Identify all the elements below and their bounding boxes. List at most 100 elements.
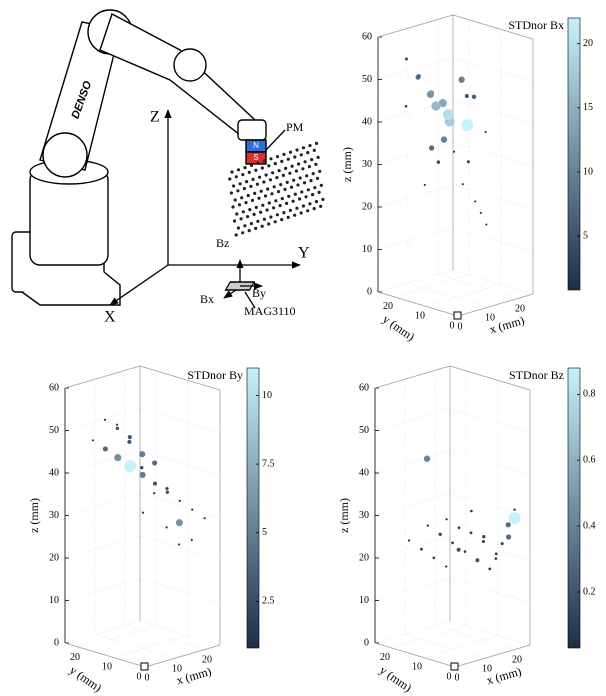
z-tick-label: 30	[359, 510, 369, 521]
y-grid-line	[80, 625, 157, 649]
position-dot	[299, 153, 303, 157]
point	[505, 522, 511, 528]
position-dot	[238, 182, 242, 186]
colorbar	[567, 367, 581, 649]
z-grid-line	[64, 535, 141, 559]
point	[428, 145, 435, 151]
position-dot	[246, 215, 250, 219]
position-dot	[274, 199, 278, 203]
box-edge	[139, 365, 221, 391]
z-grid-line	[452, 269, 534, 295]
bz-label: Bz	[216, 236, 229, 250]
position-dot	[233, 219, 237, 223]
z-tick-label: 40	[359, 467, 369, 478]
point	[177, 543, 181, 546]
position-dot	[260, 224, 264, 228]
colorbar-tick-label: 7.5	[262, 458, 275, 469]
box-edge	[64, 365, 141, 389]
z-grid-line	[374, 493, 451, 516]
point	[479, 211, 482, 214]
x-tick-label: 20	[202, 655, 212, 666]
z-grid-line	[449, 535, 531, 561]
position-dot	[304, 195, 308, 199]
z-grid-line	[64, 450, 141, 474]
point	[461, 119, 474, 132]
chart-title: STDnor Bx	[508, 18, 564, 32]
z-grid-line	[64, 578, 141, 601]
position-dot	[273, 220, 277, 224]
position-dot	[288, 150, 293, 154]
point	[426, 524, 429, 527]
z-grid-line	[139, 535, 221, 561]
position-dot	[298, 197, 302, 201]
point	[127, 439, 132, 444]
position-dot	[246, 194, 250, 198]
position-dot	[309, 179, 313, 183]
point	[432, 556, 436, 560]
point	[466, 160, 470, 164]
position-dot	[243, 166, 247, 170]
position-dot	[232, 184, 236, 188]
point	[451, 541, 455, 545]
point	[139, 471, 146, 478]
position-dot	[301, 167, 305, 171]
point	[488, 567, 492, 571]
z-grid-line	[139, 620, 221, 646]
box-edge	[374, 642, 456, 668]
z-axis-title: z (mm)	[340, 147, 354, 182]
position-dot	[301, 204, 305, 208]
point	[404, 105, 408, 108]
y-grid-line	[390, 625, 467, 649]
colorbar-tick-label: 5	[583, 230, 588, 241]
position-dot	[314, 141, 319, 145]
position-dot	[270, 192, 274, 196]
x-tick-label: 10	[172, 663, 182, 674]
position-dot	[228, 177, 232, 181]
position-dot	[259, 189, 263, 193]
sensor-cube	[140, 662, 149, 671]
z-tick-label: 10	[362, 244, 372, 255]
y-tick-label: 10	[412, 662, 422, 673]
position-dot	[306, 188, 310, 192]
z-grid-line	[377, 57, 454, 80]
box-edge	[454, 644, 531, 668]
z-grid-line	[374, 578, 451, 601]
position-dot	[314, 200, 318, 204]
z-grid-line	[377, 269, 454, 293]
position-dot	[271, 171, 275, 175]
point	[452, 150, 456, 153]
point	[415, 74, 421, 80]
position-dot	[293, 213, 297, 217]
position-dot	[236, 189, 240, 193]
point	[470, 509, 473, 513]
position-dot	[307, 165, 311, 169]
position-dot	[260, 166, 264, 170]
z-tick-label: 50	[362, 74, 372, 85]
position-dot	[316, 155, 320, 159]
position-dot	[265, 208, 269, 212]
z-tick-label: 40	[49, 467, 59, 478]
x-tick-label: 0	[455, 672, 460, 683]
position-dot	[278, 204, 282, 208]
point	[165, 490, 169, 494]
x-grid-line	[407, 282, 489, 308]
point	[127, 435, 132, 440]
x-tick-label: 10	[482, 663, 492, 674]
y-axis-title: y (mm)	[380, 312, 417, 344]
z-tick-label: 60	[362, 31, 372, 42]
point	[139, 451, 146, 458]
colorbar-tick-label: 2.5	[262, 596, 275, 607]
box-edge	[374, 365, 451, 389]
position-dot	[315, 176, 320, 180]
position-dot	[258, 175, 262, 179]
position-dot	[241, 210, 245, 214]
position-dot	[231, 205, 235, 209]
position-dot	[248, 208, 252, 212]
shoulder-joint	[42, 132, 88, 178]
x-grid-line	[437, 274, 519, 299]
position-dot	[243, 224, 247, 228]
point	[423, 183, 426, 186]
position-dot	[289, 185, 294, 189]
